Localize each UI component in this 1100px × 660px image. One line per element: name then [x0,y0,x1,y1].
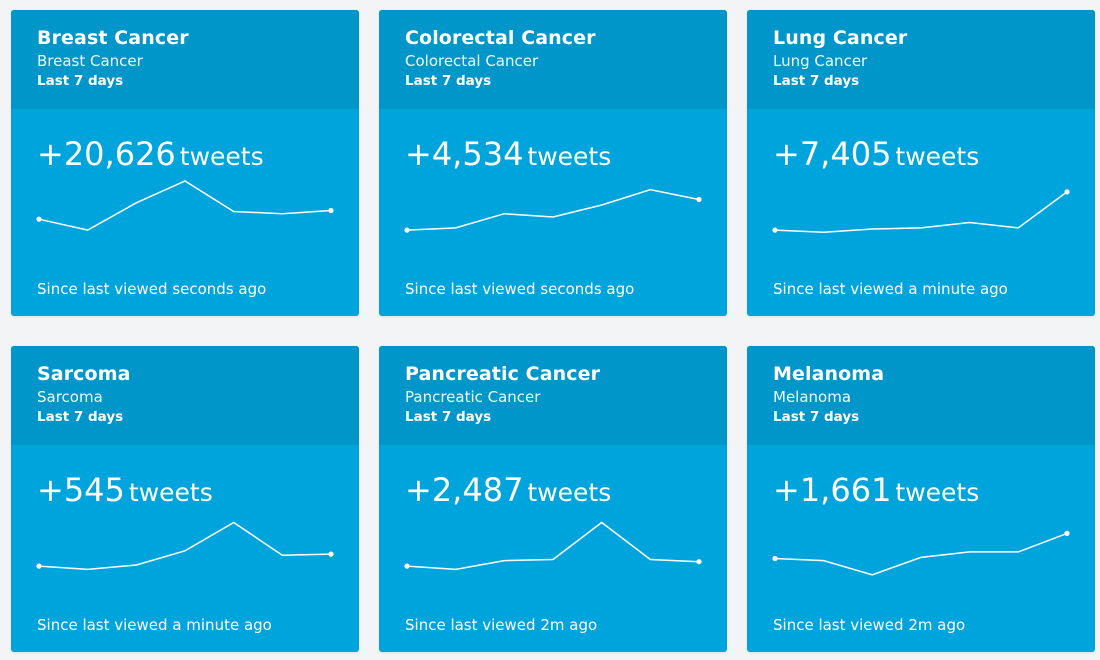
trend-sparkline [404,188,702,233]
card-header: Colorectal Cancer Colorectal Cancer Last… [379,10,727,109]
tweet-count-value: +2,487 [405,471,524,509]
card-header: Melanoma Melanoma Last 7 days [747,346,1095,445]
since-last-viewed: Since last viewed 2m ago [405,616,598,634]
since-last-viewed: Since last viewed 2m ago [773,616,966,634]
tweet-count-value: +20,626 [37,135,176,173]
trend-sparkline [772,189,1070,234]
sparkline-end-point [328,207,334,214]
sparkline-start-point [772,555,778,562]
trend-sparkline [36,521,334,571]
tweet-count-value: +1,661 [773,471,892,509]
topic-card-pancreatic-cancer[interactable]: Pancreatic Cancer Pancreatic Cancer Last… [379,346,727,652]
card-period: Last 7 days [37,409,124,425]
card-header: Pancreatic Cancer Pancreatic Cancer Last… [379,346,727,445]
card-subtitle: Sarcoma [37,388,103,406]
card-body: +1,661 tweets Since last viewed 2m ago [747,445,1095,652]
tweet-count: +7,405 tweets [773,135,979,176]
card-subtitle: Pancreatic Cancer [405,388,541,406]
sparkline-end-point [1064,530,1070,536]
sparkline-line [406,188,700,231]
topic-card-lung-cancer[interactable]: Lung Cancer Lung Cancer Last 7 days +7,4… [747,10,1095,316]
card-title: Melanoma [773,363,885,385]
since-last-viewed: Since last viewed a minute ago [37,616,272,634]
tweet-count-unit: tweets [527,478,612,507]
card-body: +20,626 tweets Since last viewed seconds … [11,109,359,316]
sparkline-start-point [36,563,42,569]
card-header: Sarcoma Sarcoma Last 7 days [11,346,359,445]
sparkline-line [38,180,332,231]
card-body: +545 tweets Since last viewed a minute ag… [11,445,359,652]
card-header: Breast Cancer Breast Cancer Last 7 days [11,10,359,109]
card-period: Last 7 days [773,73,860,89]
since-last-viewed: Since last viewed seconds ago [405,280,635,298]
sparkline-start-point [404,563,410,569]
tweet-count: +545 tweets [37,471,213,512]
topic-card-sarcoma[interactable]: Sarcoma Sarcoma Last 7 days +545 tweets S… [11,346,359,652]
topic-card-breast-cancer[interactable]: Breast Cancer Breast Cancer Last 7 days … [11,10,359,316]
trend-sparkline [772,530,1070,576]
card-title: Sarcoma [37,363,131,385]
card-title: Pancreatic Cancer [405,363,601,385]
tweet-count: +1,661 tweets [773,471,979,512]
tweet-count-value: +7,405 [773,135,892,173]
card-title: Colorectal Cancer [405,27,596,49]
card-subtitle: Lung Cancer [773,52,868,70]
sparkline-line [38,521,332,571]
card-subtitle: Breast Cancer [37,52,143,70]
sparkline-line [774,191,1068,234]
card-body: +4,534 tweets Since last viewed seconds a… [379,109,727,316]
tweet-count-unit: tweets [128,478,213,507]
sparkline-end-point [696,196,702,203]
sparkline-line [774,532,1068,576]
card-body: +7,405 tweets Since last viewed a minute … [747,109,1095,316]
topic-card-melanoma[interactable]: Melanoma Melanoma Last 7 days +1,661 twee… [747,346,1095,652]
card-body: +2,487 tweets Since last viewed 2m ago [379,445,727,652]
tweet-count-unit: tweets [179,142,264,171]
card-header: Lung Cancer Lung Cancer Last 7 days [747,10,1095,109]
card-period: Last 7 days [405,73,492,89]
sparkline-start-point [404,227,410,233]
card-title: Breast Cancer [37,27,189,49]
tweet-count-unit: tweets [895,142,980,171]
since-last-viewed: Since last viewed seconds ago [37,280,267,298]
tweet-count-unit: tweets [527,142,612,171]
topic-card-colorectal-cancer[interactable]: Colorectal Cancer Colorectal Cancer Last… [379,10,727,316]
trend-sparkline [404,521,702,571]
tweet-count-value: +545 [37,471,125,509]
card-period: Last 7 days [773,409,860,425]
card-subtitle: Colorectal Cancer [405,52,539,70]
sparkline-end-point [1064,189,1070,195]
tweet-count: +2,487 tweets [405,471,611,512]
tweet-count: +4,534 tweets [405,135,611,176]
card-period: Last 7 days [37,73,124,89]
card-period: Last 7 days [405,409,492,425]
tweet-count: +20,626 tweets [37,135,264,176]
sparkline-start-point [36,216,42,222]
tweet-count-value: +4,534 [405,135,524,173]
sparkline-end-point [328,551,334,557]
sparkline-start-point [772,227,778,233]
sparkline-line [406,521,700,571]
card-subtitle: Melanoma [773,388,852,406]
trend-sparkline [36,180,334,231]
sparkline-end-point [696,559,702,565]
tweet-count-unit: tweets [895,478,980,507]
card-title: Lung Cancer [773,27,908,49]
since-last-viewed: Since last viewed a minute ago [773,280,1008,298]
